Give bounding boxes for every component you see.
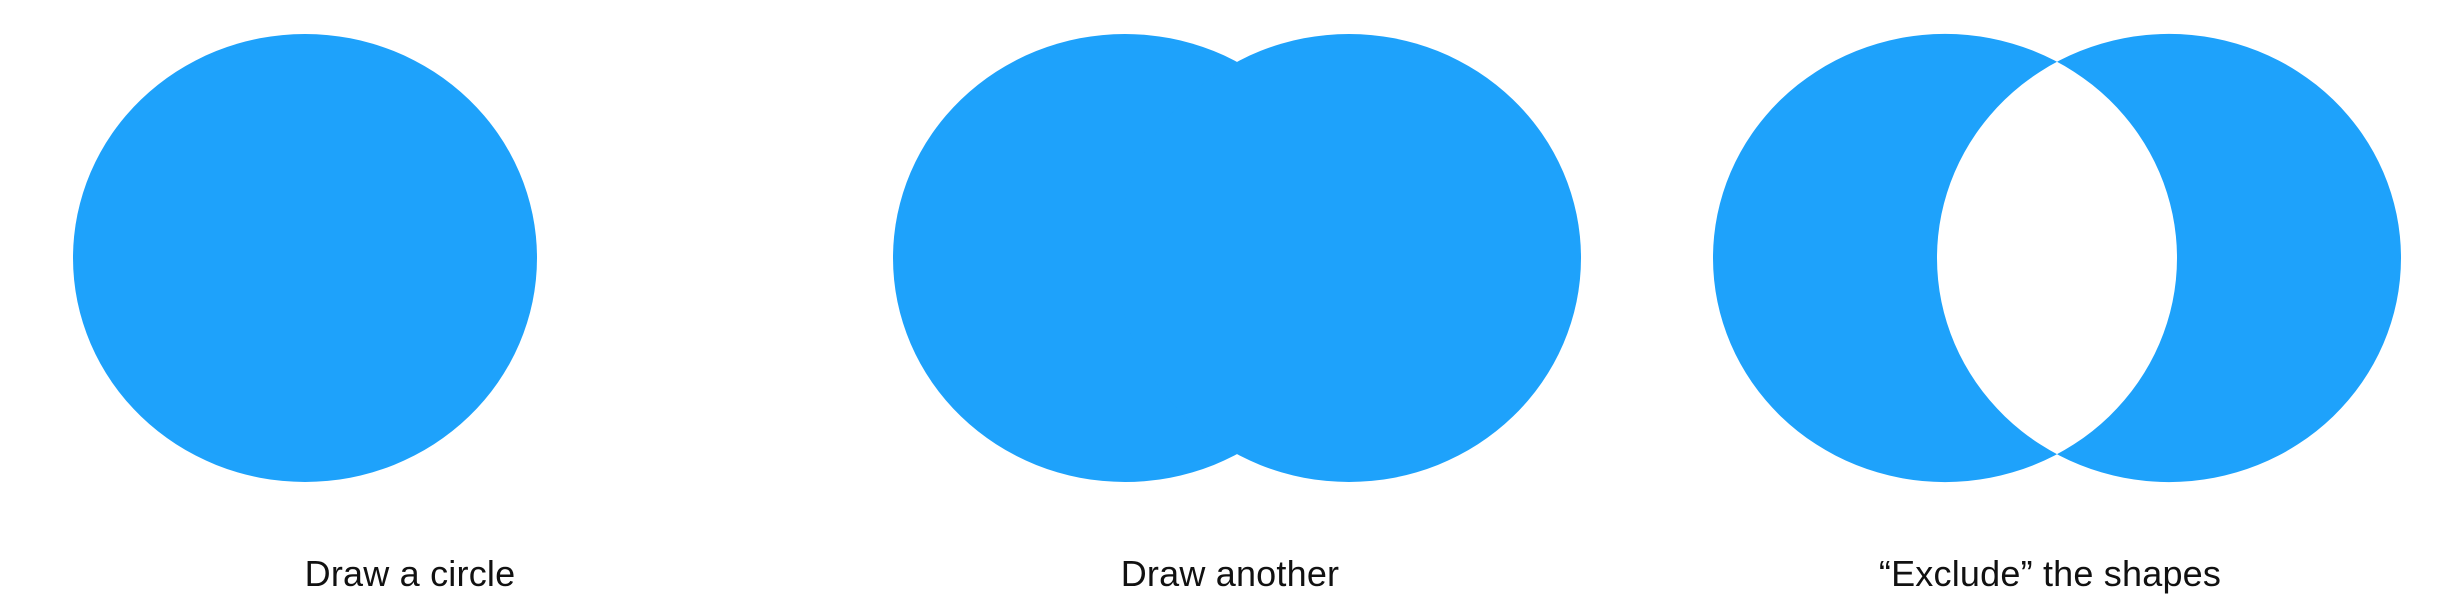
step-caption: Draw another [1120, 553, 1340, 594]
step-caption: Draw a circle [304, 553, 516, 594]
two-circles-figure [893, 34, 1581, 482]
circle-shape [73, 34, 537, 482]
step-draw-another: Draw another [820, 0, 1640, 603]
excluded-shape [1713, 33, 2401, 483]
right-circle-shape [1117, 34, 1581, 482]
step-draw-circle: Draw a circle [0, 0, 820, 603]
single-circle-figure [73, 34, 537, 482]
step-exclude-shapes: “Exclude” the shapes [1640, 0, 2460, 603]
excluded-shapes-figure [1713, 33, 2401, 483]
step-caption: “Exclude” the shapes [1878, 553, 2222, 594]
